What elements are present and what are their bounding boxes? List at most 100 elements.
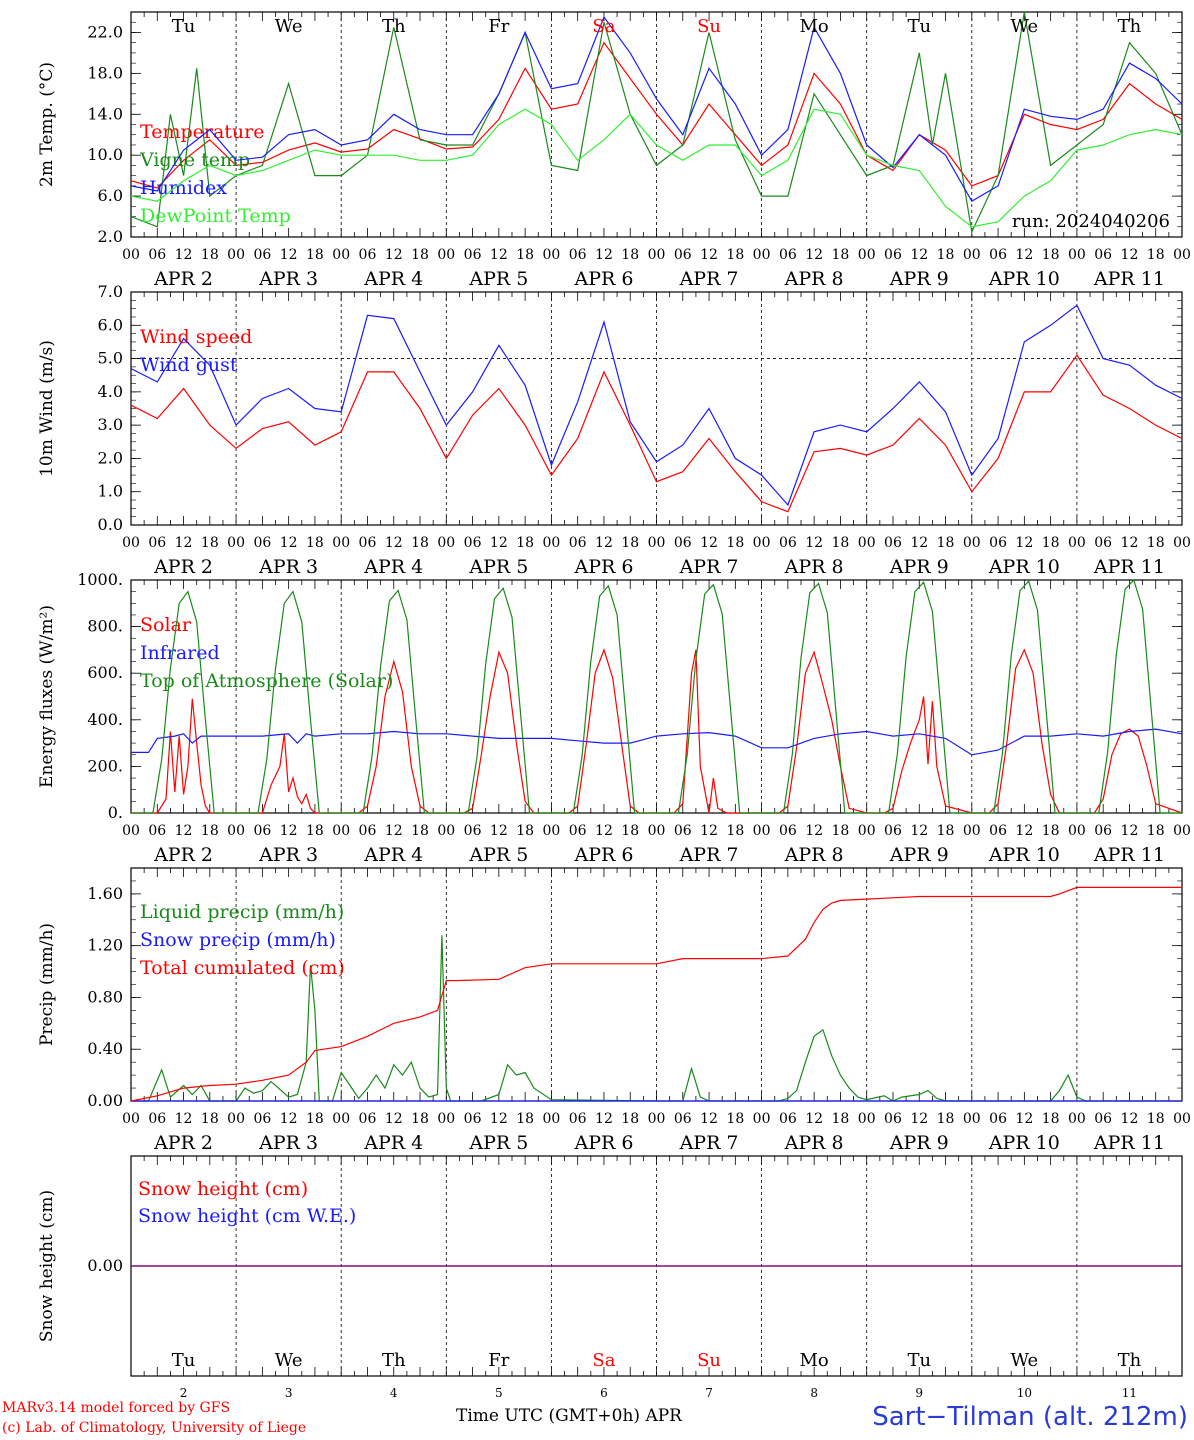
hour-tick-label: 00 xyxy=(1173,535,1191,551)
hour-tick-label: 06 xyxy=(464,247,482,263)
hour-tick-label: 00 xyxy=(437,823,455,839)
legend-entry: Total cumulated (cm) xyxy=(140,957,345,979)
weekday-label: Sa xyxy=(592,1350,615,1371)
date-label: APR 10 xyxy=(988,1132,1060,1154)
series-line-top-of-atmosphere-solar- xyxy=(131,578,1182,814)
weekday-label: Tu xyxy=(907,1350,931,1371)
hour-tick-label: 06 xyxy=(359,535,377,551)
weekday-label: Mo xyxy=(800,1350,829,1371)
date-label: APR 5 xyxy=(468,844,528,866)
hour-tick-label: 12 xyxy=(385,1111,403,1127)
day-number-label: 10 xyxy=(1017,1386,1032,1400)
hour-tick-label: 18 xyxy=(621,823,639,839)
legend-entry: Solar xyxy=(140,614,192,636)
hour-tick-label: 18 xyxy=(516,535,534,551)
date-label: APR 8 xyxy=(784,844,844,866)
y-axis-title: 2m Temp. (°C) xyxy=(37,62,57,187)
hour-tick-label: 00 xyxy=(1068,1111,1086,1127)
hour-tick-label: 18 xyxy=(937,1111,955,1127)
hour-tick-label: 00 xyxy=(858,1111,876,1127)
y-tick-label: 3.0 xyxy=(98,415,123,434)
hour-tick-label: 12 xyxy=(175,247,193,263)
hour-tick-label: 12 xyxy=(700,535,718,551)
hour-tick-label: 12 xyxy=(910,247,928,263)
hour-tick-label: 12 xyxy=(280,535,298,551)
hour-tick-label: 18 xyxy=(1147,247,1165,263)
hour-tick-label: 18 xyxy=(201,535,219,551)
series-line-dewpoint-temp xyxy=(130,108,1183,228)
hour-tick-label: 18 xyxy=(726,1111,744,1127)
hour-tick-label: 18 xyxy=(306,1111,324,1127)
date-label: APR 4 xyxy=(363,556,423,578)
hour-tick-label: 12 xyxy=(805,823,823,839)
y-tick-label: 2.0 xyxy=(98,448,123,467)
date-label: APR 4 xyxy=(363,1132,423,1154)
weekday-label: Su xyxy=(697,1350,721,1371)
hour-tick-label: 06 xyxy=(674,535,692,551)
hour-tick-label: 18 xyxy=(306,535,324,551)
hour-tick-label: 18 xyxy=(621,535,639,551)
date-label: APR 9 xyxy=(889,844,949,866)
hour-tick-label: 12 xyxy=(700,823,718,839)
hour-tick-label: 12 xyxy=(490,1111,508,1127)
hour-tick-label: 18 xyxy=(516,823,534,839)
hour-tick-label: 18 xyxy=(726,247,744,263)
y-tick-label: 4.0 xyxy=(98,382,123,401)
hour-tick-label: 12 xyxy=(595,823,613,839)
hour-tick-label: 18 xyxy=(937,823,955,839)
hour-tick-label: 18 xyxy=(411,535,429,551)
legend-entry: Wind speed xyxy=(140,326,252,348)
hour-tick-label: 12 xyxy=(700,247,718,263)
hour-tick-label: 18 xyxy=(306,247,324,263)
hour-tick-label: 06 xyxy=(674,247,692,263)
date-label: APR 9 xyxy=(889,556,949,578)
date-label: APR 3 xyxy=(258,268,318,290)
hour-tick-label: 06 xyxy=(1094,823,1112,839)
legend-entry: DewPoint Temp xyxy=(140,205,291,227)
hour-tick-label: 06 xyxy=(989,535,1007,551)
station-name: Sart−Tilman (alt. 212m) xyxy=(872,1402,1188,1432)
hour-tick-label: 00 xyxy=(332,1111,350,1127)
y-tick-label: 0.0 xyxy=(98,515,123,534)
y-tick-label: 5.0 xyxy=(98,349,123,368)
plot-frame-0 xyxy=(130,11,1183,238)
hour-tick-label: 00 xyxy=(122,535,140,551)
hour-tick-label: 18 xyxy=(516,247,534,263)
hour-tick-label: 18 xyxy=(1042,535,1060,551)
date-label: APR 4 xyxy=(363,844,423,866)
y-tick-label: 1.60 xyxy=(87,884,123,903)
hour-tick-label: 12 xyxy=(385,247,403,263)
y-axis-title: Snow height (cm) xyxy=(37,1190,57,1342)
hour-tick-label: 00 xyxy=(963,247,981,263)
day-number-label: 7 xyxy=(705,1386,713,1400)
hour-tick-label: 00 xyxy=(963,823,981,839)
hour-tick-label: 18 xyxy=(411,823,429,839)
hour-tick-label: 12 xyxy=(490,823,508,839)
hour-tick-label: 12 xyxy=(490,247,508,263)
hour-tick-label: 06 xyxy=(569,535,587,551)
date-label: APR 5 xyxy=(468,268,528,290)
hour-tick-label: 12 xyxy=(1121,1111,1139,1127)
hour-tick-label: 18 xyxy=(1042,247,1060,263)
hour-tick-label: 00 xyxy=(227,247,245,263)
weekday-label: Tu xyxy=(172,16,196,37)
hour-tick-label: 18 xyxy=(1042,1111,1060,1127)
series-line-wind-speed xyxy=(130,354,1183,513)
hour-tick-label: 00 xyxy=(122,247,140,263)
hour-tick-label: 12 xyxy=(385,535,403,551)
y-tick-label: 10.0 xyxy=(87,145,123,164)
y-tick-label: 6.0 xyxy=(98,186,123,205)
hour-tick-label: 12 xyxy=(805,247,823,263)
hour-tick-label: 18 xyxy=(411,247,429,263)
y-tick-label: 600. xyxy=(87,663,123,682)
hour-tick-label: 06 xyxy=(1094,1111,1112,1127)
weekday-label: Th xyxy=(1118,16,1142,37)
hour-tick-label: 18 xyxy=(201,823,219,839)
day-number-label: 6 xyxy=(600,1386,608,1400)
hour-tick-label: 06 xyxy=(884,1111,902,1127)
hour-tick-label: 00 xyxy=(648,535,666,551)
hour-tick-label: 12 xyxy=(1015,1111,1033,1127)
hour-tick-label: 12 xyxy=(595,535,613,551)
hour-tick-label: 00 xyxy=(753,1111,771,1127)
